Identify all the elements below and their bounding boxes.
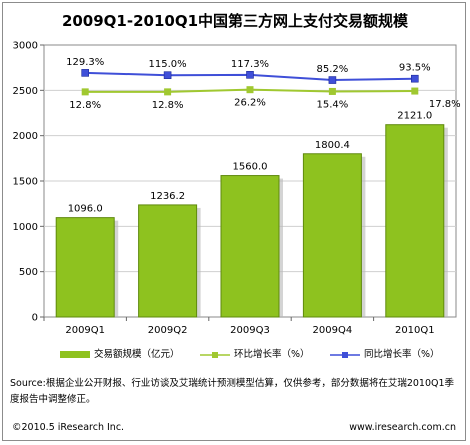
copyright: ©2010.5 iResearch Inc. [12,422,125,433]
bar [55,217,115,318]
legend-swatch-bar [60,351,90,358]
rate-marker [81,88,89,96]
bar [220,175,280,318]
rate-value-label: 17.8% [429,99,461,110]
x-tick-label: 2009Q3 [230,325,270,336]
legend-swatch-qoq [200,351,230,358]
x-tick-label: 2009Q4 [313,325,353,336]
y-tick-label: 1000 [13,222,38,233]
rate-marker [410,74,419,83]
bar [385,124,445,318]
bar-value-label: 1236.2 [150,191,185,202]
rate-value-label: 12.8% [152,100,184,111]
rate-marker [328,76,337,84]
legend-label-qoq: 环比增长率（%） [234,349,310,360]
bar-value-label: 1800.4 [315,140,350,151]
chart-canvas: 0 500 1000 1500 2000 2500 3000 2009Q1 2009Q2 2009… [13,41,461,337]
rate-marker [164,88,172,96]
source-note: Source:根据企业公开财报、行业访谈及艾瑞统计预测模型估算，仅供参考，部分数… [10,378,455,405]
bar-value-label: 1560.0 [233,162,268,173]
rate-value-label: 129.3% [66,57,104,68]
rate-value-label: 26.2% [234,98,266,109]
legend-label-yoy: 同比增长率（%） [364,349,440,360]
legend-item-yoy: 同比增长率（%） [330,346,440,360]
chart-title: 2009Q1-2010Q1中国第三方网上支付交易额规模 [61,12,409,30]
bar [302,153,362,318]
chart-legend: 交易额规模（亿元） 环比增长率（%） 同比增长率（%） [60,346,460,360]
y-tick-label: 1500 [13,177,38,188]
rate-value-label: 115.0% [149,59,187,70]
y-tick-label: 3000 [13,41,38,52]
bar-value-label: 2121.0 [397,111,432,122]
rate-marker [163,71,172,79]
y-tick-label: 2500 [13,86,38,97]
x-tick-label: 2009Q2 [148,325,188,336]
bar [138,204,198,318]
y-tick-label: 0 [32,313,38,324]
legend-item-bar: 交易额规模（亿元） [60,346,180,360]
rate-marker [246,71,254,79]
y-tick-label: 500 [19,267,38,278]
x-tick-label: 2010Q1 [395,325,435,336]
bar-value-label: 1096.0 [68,204,103,215]
legend-item-qoq: 环比增长率（%） [200,346,310,360]
rate-marker [246,86,254,94]
website: www.iresearch.com.cn [349,422,456,433]
rate-value-label: 117.3% [231,59,269,70]
x-tick-label: 2009Q1 [65,325,105,336]
rate-value-label: 85.2% [317,64,349,75]
legend-swatch-yoy [330,351,360,358]
legend-label-bar: 交易额规模（亿元） [94,349,180,360]
rate-marker [81,69,89,77]
rate-marker [328,87,336,95]
rate-value-label: 93.5% [399,63,431,74]
rate-value-label: 15.4% [317,99,349,110]
y-tick-label: 2000 [13,131,38,142]
rate-marker [411,87,419,95]
rate-value-label: 12.8% [69,100,101,111]
